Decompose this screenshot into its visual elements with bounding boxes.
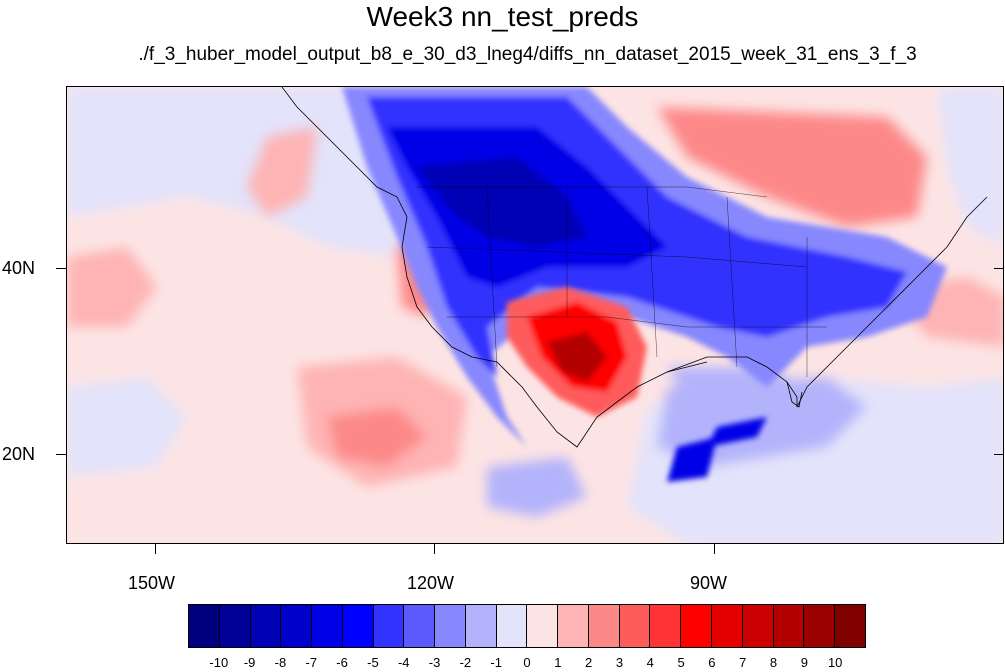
colorbar-box-0: [189, 605, 220, 647]
colorbar-label: 10: [827, 655, 843, 670]
colorbar-label: 0: [523, 655, 531, 670]
lat-tick-mark-40n-right: [994, 268, 1004, 269]
colorbar-box-20: [804, 605, 836, 647]
colorbar-box-15: [650, 605, 682, 647]
lon-tick-mark-90w: [714, 544, 715, 554]
lon-tick-mark-150w: [155, 544, 156, 554]
lat-tick-mark-20n: [56, 454, 66, 455]
colorbar-box-2: [250, 605, 282, 647]
colorbar-box-17: [712, 605, 743, 647]
colorbar-label: -5: [367, 655, 379, 670]
lon-tick-label-120w: 120W: [407, 573, 455, 593]
colorbar-box-13: [588, 605, 620, 647]
light-blue-regions: [67, 87, 1003, 543]
colorbar-box-7: [404, 605, 436, 647]
colorbar-label: -9: [243, 655, 256, 670]
map-panel: [66, 86, 1004, 544]
colorbar-label: -4: [397, 655, 410, 670]
lat-tick-mark-40n: [56, 268, 66, 269]
state-borders: [417, 186, 827, 377]
colorbar-box-6: [373, 605, 405, 647]
colorbar-label: -6: [336, 655, 348, 670]
colorbar-label: -7: [305, 655, 318, 670]
colorbar-label: 8: [769, 655, 778, 670]
colorbar-box-12: [558, 605, 589, 647]
chart-subtitle: ./f_3_huber_model_output_b8_e_30_d3_lneg…: [138, 44, 917, 65]
anomaly-field: [67, 87, 1003, 543]
colorbar-box-9: [465, 605, 497, 647]
lon-tick-label-90w: 90W: [690, 573, 728, 593]
lat-tick-label-40n: 40N: [2, 258, 36, 278]
colorbar-label: -1: [490, 655, 502, 670]
lon-tick-label-150w: 150W: [128, 573, 176, 593]
lat-tick-label-20n: 20N: [2, 444, 36, 464]
colorbar-box-19: [773, 605, 805, 647]
coastlines: [281, 87, 988, 448]
colorbar-box-14: [619, 605, 651, 647]
colorbar-label: 5: [677, 655, 685, 670]
colorbar-box-5: [342, 605, 374, 647]
colorbar-label: -8: [274, 655, 287, 670]
colorbar-box-1: [219, 605, 251, 647]
colorbar-label: 6: [708, 655, 716, 670]
colorbar-box-3: [281, 605, 313, 647]
light-red-regions: [67, 107, 1003, 487]
colorbar-label: -10: [209, 655, 229, 670]
chart-title: Week3 nn_test_preds: [366, 1, 639, 32]
colorbar-label: 9: [800, 655, 808, 670]
positive-anomaly-southwest: [507, 287, 647, 417]
colorbar-label: -3: [428, 655, 441, 670]
colorbar-label: -2: [459, 655, 472, 670]
lon-tick-mark-120w: [434, 544, 435, 554]
colorbar-box-4: [312, 605, 343, 647]
colorbar-box-10: [496, 605, 528, 647]
colorbar-box-11: [527, 605, 559, 647]
colorbar-box-21: [835, 605, 865, 647]
colorbar-label: 3: [615, 655, 624, 670]
lat-tick-mark-20n-right: [994, 454, 1004, 455]
colorbar-box-8: [435, 605, 466, 647]
colorbar-label: 7: [739, 655, 747, 670]
colorbar-label: 1: [554, 655, 562, 670]
colorbar-box-18: [742, 605, 774, 647]
colorbar-label: 2: [585, 655, 593, 670]
negative-anomaly-west: [342, 87, 947, 482]
colorbar: [188, 604, 866, 648]
colorbar-label: 4: [646, 655, 654, 670]
colorbar-box-16: [681, 605, 713, 647]
